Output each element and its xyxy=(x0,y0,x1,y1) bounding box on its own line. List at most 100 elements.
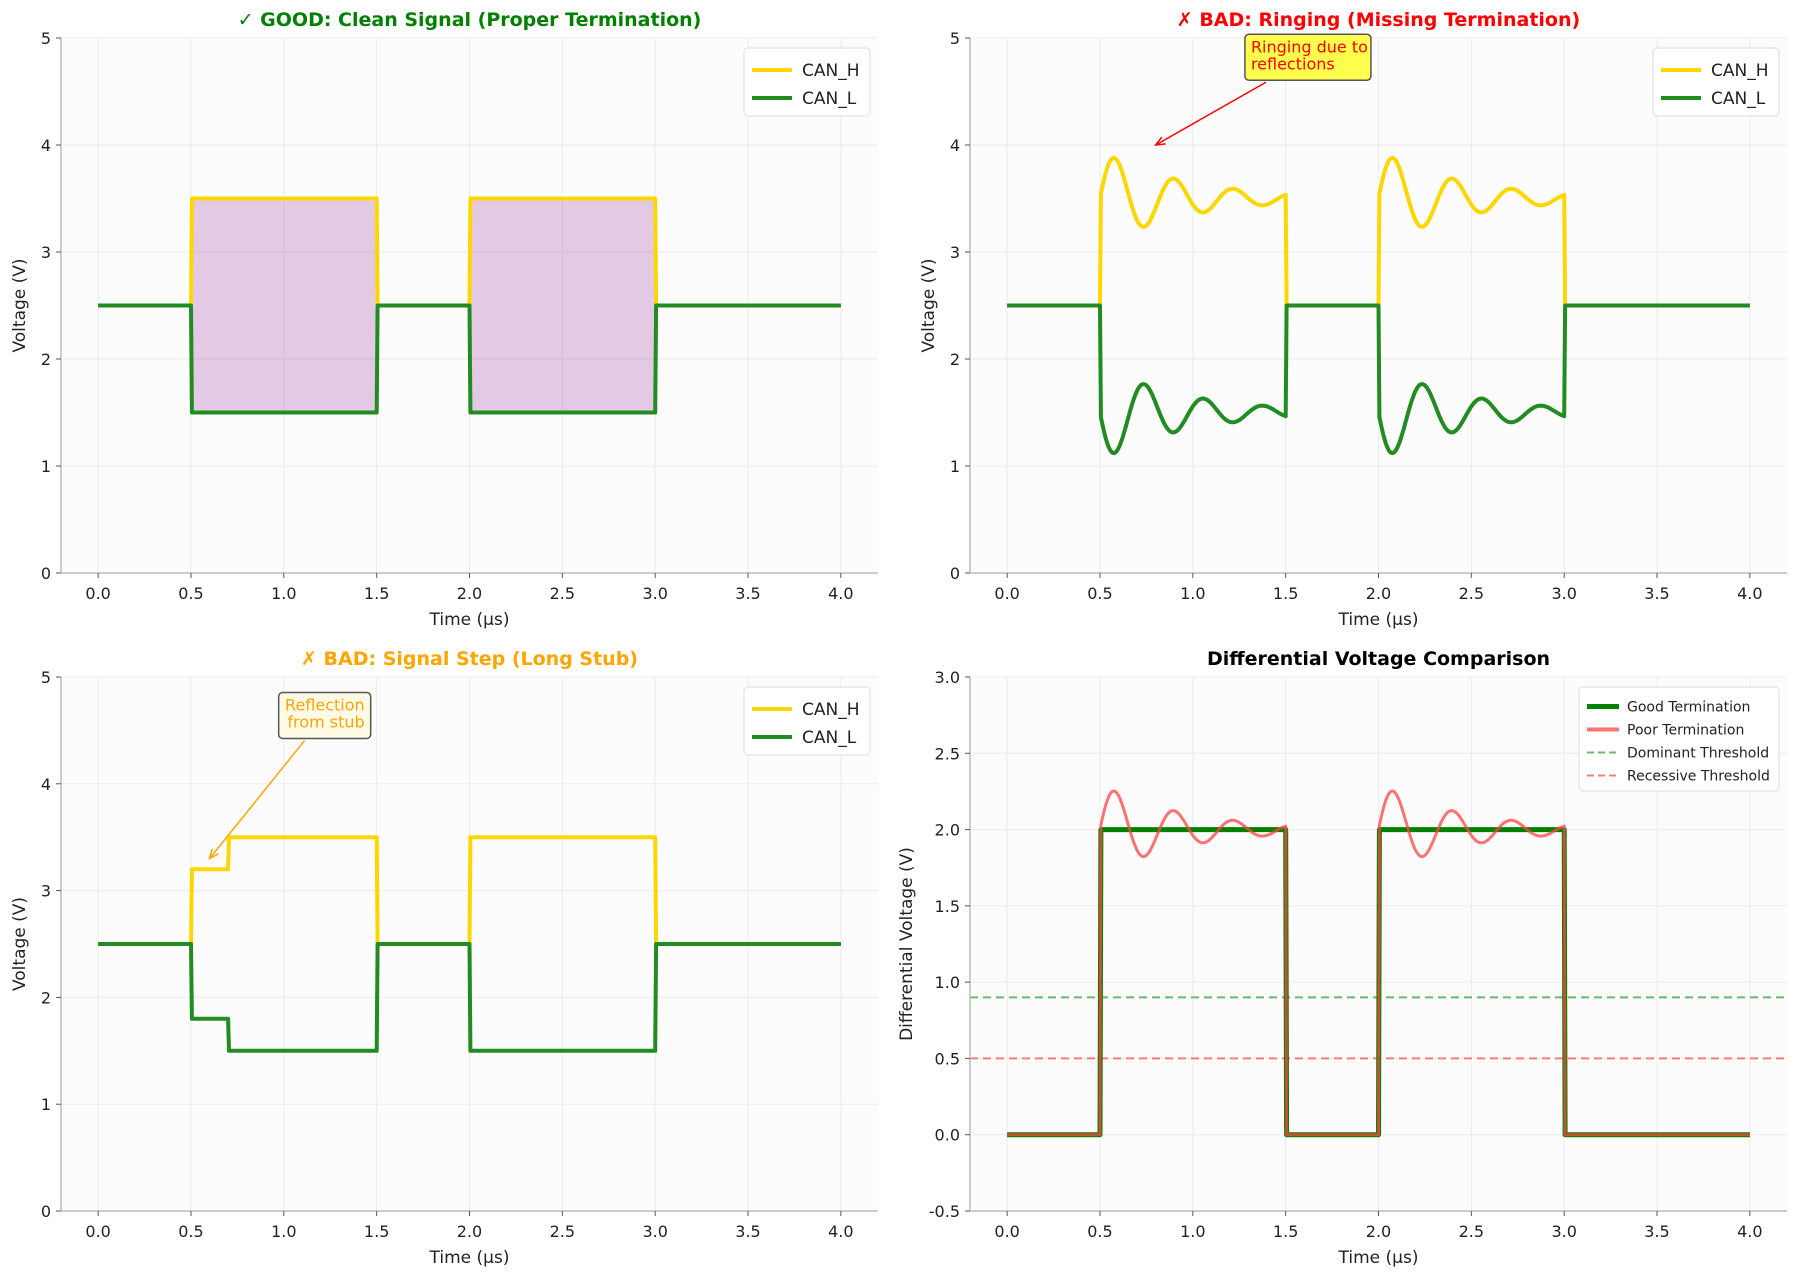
y-axis-label: Voltage (V) xyxy=(919,258,939,352)
y-tick-label: 1 xyxy=(950,457,960,476)
chart-title: ✗ BAD: Ringing (Missing Termination) xyxy=(1177,9,1580,31)
legend-label: Good Termination xyxy=(1627,700,1750,716)
y-tick-label: 1 xyxy=(41,457,51,476)
annotation-text: from stub xyxy=(287,712,364,731)
x-tick-label: 1.0 xyxy=(1180,1222,1205,1241)
x-tick-label: 4.0 xyxy=(828,584,853,603)
legend-label: Poor Termination xyxy=(1627,723,1744,739)
x-tick-label: 4.0 xyxy=(1737,584,1762,603)
y-tick-label: 1 xyxy=(41,1095,51,1114)
y-axis-label: Voltage (V) xyxy=(10,258,30,352)
x-axis-label: Time (µs) xyxy=(429,1248,510,1268)
y-tick-label: -0.5 xyxy=(929,1202,960,1221)
legend: CAN_H CAN_L xyxy=(1652,47,1780,117)
subplot-1: 0.0 0.5 1.0 1.5 2.0 2.5 3.0 3.5 4.0 0 1 2 3 4 5 Time (µ… xyxy=(10,9,878,630)
x-tick-label: 0.5 xyxy=(1087,1222,1112,1241)
legend-label: CAN_H xyxy=(802,61,860,81)
y-axis-label: Differential Voltage (V) xyxy=(897,847,917,1041)
legend-label: Recessive Threshold xyxy=(1627,769,1770,785)
x-tick-label: 0.0 xyxy=(85,584,110,603)
x-axis-label: Time (µs) xyxy=(1338,610,1419,630)
arrow-head-icon xyxy=(1154,136,1166,146)
x-tick-label: 3.5 xyxy=(735,1222,760,1241)
y-tick-label: 3 xyxy=(950,243,960,262)
y-tick-label: 4 xyxy=(41,136,51,155)
annotation-text: Reflection xyxy=(285,695,365,714)
y-tick-label: 0 xyxy=(41,564,51,583)
y-tick-label: 0.0 xyxy=(935,1126,960,1145)
legend-label: CAN_L xyxy=(802,728,857,748)
x-tick-label: 2.0 xyxy=(1366,1222,1391,1241)
fill-region xyxy=(191,198,377,413)
annotation-text: Ringing due to xyxy=(1251,37,1368,56)
y-tick-label: 5 xyxy=(950,29,960,48)
legend: Good Termination Poor Termination Dominant… xyxy=(1578,686,1780,792)
legend: CAN_H CAN_L xyxy=(743,686,871,756)
x-tick-label: 0.5 xyxy=(178,584,203,603)
y-tick-label: 0 xyxy=(950,564,960,583)
x-tick-label: 0.5 xyxy=(178,1222,203,1241)
series-line-poor-termination xyxy=(1007,789,1750,1137)
y-tick-label: 4 xyxy=(950,136,960,155)
x-axis-label: Time (µs) xyxy=(1338,1248,1419,1268)
y-tick-label: 1.0 xyxy=(935,973,960,992)
x-tick-label: 1.5 xyxy=(364,1222,389,1241)
y-tick-label: 3.0 xyxy=(935,668,960,687)
y-tick-label: 5 xyxy=(41,29,51,48)
x-tick-label: 1.5 xyxy=(364,584,389,603)
x-tick-label: 0.0 xyxy=(994,584,1019,603)
x-axis-label: Time (µs) xyxy=(429,610,510,630)
x-tick-label: 3.0 xyxy=(1551,1222,1576,1241)
y-tick-label: 2 xyxy=(41,988,51,1007)
y-tick-label: 2.0 xyxy=(935,821,960,840)
annotation-arrow xyxy=(1155,81,1267,146)
x-tick-label: 0.5 xyxy=(1087,584,1112,603)
x-tick-label: 2.5 xyxy=(1459,1222,1484,1241)
legend-label: CAN_L xyxy=(1711,89,1766,109)
y-tick-label: 0 xyxy=(41,1202,51,1221)
y-tick-label: 2.5 xyxy=(935,744,960,763)
y-tick-label: 0.5 xyxy=(935,1049,960,1068)
x-tick-label: 3.5 xyxy=(735,584,760,603)
subplot-3: 0.0 0.5 1.0 1.5 2.0 2.5 3.0 3.5 4.0 0 1 2 3 4 5 Time (µ… xyxy=(10,648,878,1268)
x-tick-label: 1.0 xyxy=(1180,584,1205,603)
y-tick-label: 2 xyxy=(950,350,960,369)
y-tick-label: 3 xyxy=(41,243,51,262)
legend: CAN_H CAN_L xyxy=(743,47,871,117)
legend-label: CAN_L xyxy=(802,89,857,109)
x-tick-label: 4.0 xyxy=(828,1222,853,1241)
x-tick-label: 1.5 xyxy=(1273,584,1298,603)
legend-label: CAN_H xyxy=(1711,61,1769,81)
x-tick-label: 2.5 xyxy=(550,584,575,603)
y-tick-label: 2 xyxy=(41,350,51,369)
x-tick-label: 3.0 xyxy=(642,584,667,603)
x-tick-label: 3.5 xyxy=(1644,584,1669,603)
subplot-4: 0.0 0.5 1.0 1.5 2.0 2.5 3.0 3.5 4.0 -0.5 0.0 0.5 1.0… xyxy=(897,648,1787,1268)
x-tick-label: 1.0 xyxy=(271,1222,296,1241)
x-tick-label: 3.5 xyxy=(1644,1222,1669,1241)
annotation-text: reflections xyxy=(1251,54,1335,73)
annotation-box xyxy=(1244,33,1372,82)
chart-title: ✗ BAD: Signal Step (Long Stub) xyxy=(301,648,638,670)
x-tick-label: 2.0 xyxy=(457,1222,482,1241)
x-tick-label: 0.0 xyxy=(994,1222,1019,1241)
fill-region xyxy=(469,198,656,413)
x-tick-label: 1.0 xyxy=(271,584,296,603)
annotation-arrow xyxy=(208,739,306,860)
y-axis-label: Voltage (V) xyxy=(10,897,30,991)
legend-label: Dominant Threshold xyxy=(1627,746,1769,762)
x-tick-label: 2.0 xyxy=(1366,584,1391,603)
annotation-box xyxy=(277,691,372,740)
x-tick-label: 2.0 xyxy=(457,584,482,603)
y-tick-label: 5 xyxy=(41,668,51,687)
x-tick-label: 0.0 xyxy=(85,1222,110,1241)
x-tick-label: 4.0 xyxy=(1737,1222,1762,1241)
arrow-head-icon xyxy=(208,848,219,861)
legend-box xyxy=(1578,686,1780,792)
y-tick-label: 1.5 xyxy=(935,897,960,916)
x-tick-label: 3.0 xyxy=(1551,584,1576,603)
series-line-can-l xyxy=(98,942,841,1053)
